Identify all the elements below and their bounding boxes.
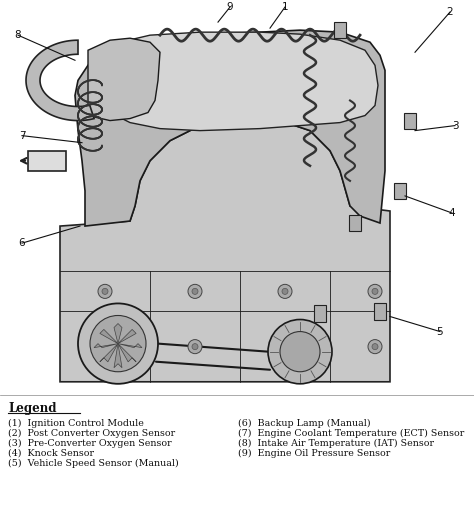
Bar [28,151,66,171]
Polygon shape [100,344,118,362]
Circle shape [282,344,288,350]
Circle shape [372,344,378,350]
Text: 4: 4 [449,208,456,218]
Bar [404,113,416,129]
Polygon shape [118,330,136,344]
Polygon shape [26,40,94,120]
Polygon shape [114,323,122,344]
Polygon shape [118,344,136,362]
Polygon shape [118,344,142,348]
Circle shape [368,284,382,298]
Polygon shape [94,344,118,348]
Text: 2: 2 [447,7,453,17]
Polygon shape [75,30,385,226]
Circle shape [282,289,288,294]
Text: (2)  Post Converter Oxygen Sensor: (2) Post Converter Oxygen Sensor [8,429,175,438]
Circle shape [268,320,332,384]
Circle shape [278,284,292,298]
Text: (4)  Knock Sensor: (4) Knock Sensor [8,449,94,458]
Circle shape [78,304,158,384]
Circle shape [102,289,108,294]
Text: 5: 5 [437,326,443,336]
Circle shape [90,316,146,372]
Circle shape [368,339,382,353]
Polygon shape [114,344,122,368]
Text: (1)  Ignition Control Module: (1) Ignition Control Module [8,419,144,428]
Polygon shape [60,120,390,382]
Circle shape [98,284,112,298]
Text: (3)  Pre-Converter Oxygen Sensor: (3) Pre-Converter Oxygen Sensor [8,439,172,448]
Text: 6: 6 [18,238,25,248]
Circle shape [192,344,198,350]
Circle shape [102,344,108,350]
Text: Legend: Legend [8,402,56,415]
Text: 8: 8 [15,30,21,40]
Text: (8)  Intake Air Temperature (IAT) Sensor: (8) Intake Air Temperature (IAT) Sensor [238,439,434,448]
Circle shape [98,339,112,353]
Polygon shape [88,38,160,120]
Text: (7)  Engine Coolant Temperature (ECT) Sensor: (7) Engine Coolant Temperature (ECT) Sen… [238,429,464,438]
Text: 7: 7 [18,131,25,141]
Polygon shape [90,32,378,131]
Circle shape [192,289,198,294]
Text: (5)  Vehicle Speed Sensor (Manual): (5) Vehicle Speed Sensor (Manual) [8,459,179,468]
Circle shape [278,339,292,353]
Text: 1: 1 [282,2,288,12]
Circle shape [372,289,378,294]
Circle shape [188,284,202,298]
Bar [314,306,326,321]
Bar [374,304,386,320]
Circle shape [280,332,320,372]
Circle shape [188,339,202,353]
Text: 3: 3 [452,120,458,131]
Text: (9)  Engine Oil Pressure Sensor: (9) Engine Oil Pressure Sensor [238,449,390,458]
Text: (6)  Backup Lamp (Manual): (6) Backup Lamp (Manual) [238,419,371,428]
Text: 9: 9 [227,2,233,12]
Bar [394,183,406,199]
Bar [349,215,361,231]
Bar [334,22,346,38]
Polygon shape [100,330,118,344]
